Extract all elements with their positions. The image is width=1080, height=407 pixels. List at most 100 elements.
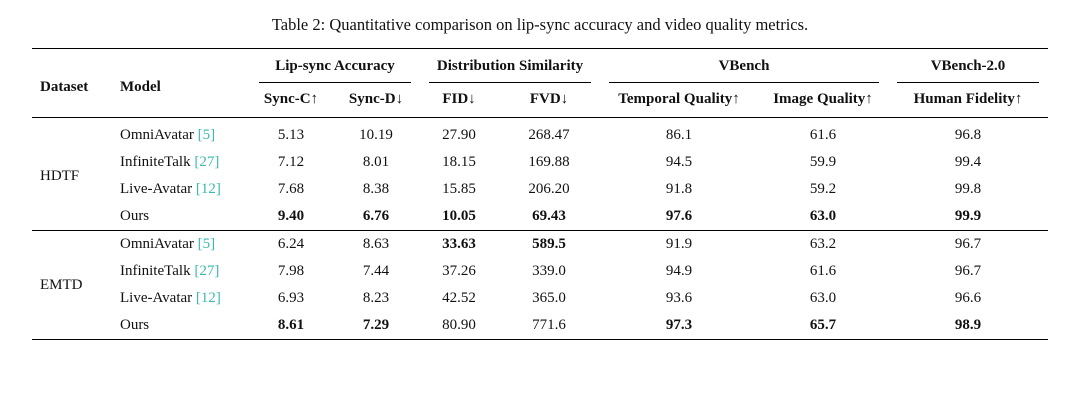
table-row: InfiniteTalk [27] 7.12 8.01 18.15 169.88 94.5…: [32, 149, 1048, 176]
value-cell: 771.6: [532, 317, 566, 333]
value-cell: 268.47: [528, 127, 570, 143]
value-cell: 65.7: [809, 317, 837, 333]
table-row: EMTD OmniAvatar [5] 6.24 8.63 33.63 589.5 91.9…: [31, 230, 1049, 340]
value-cell: 7.98: [277, 263, 305, 279]
col-header-dataset: Dataset: [31, 48, 112, 118]
value-cell: 33.63: [420, 230, 498, 258]
value-cell: 365.0: [532, 290, 566, 306]
value-cell: 86.1: [665, 127, 693, 143]
value-cell: 8.01: [362, 154, 390, 170]
value-cell: 7.44: [362, 263, 390, 279]
model-cell: InfiniteTalk [27]: [112, 258, 250, 285]
table-row: HDTF OmniAvatar [5] 5.13 10.19 27.90 268.47 86…: [32, 118, 1048, 184]
citation-link[interactable]: [5]: [197, 236, 216, 252]
value-cell: 97.3: [665, 317, 693, 333]
value-cell: 96.8: [954, 127, 982, 143]
model-cell: Ours: [112, 312, 250, 340]
model-name: OmniAvatar: [119, 127, 194, 143]
value-cell: 8.23: [362, 290, 390, 306]
model-cell: InfiniteTalk [27]: [112, 149, 250, 176]
value-cell: 7.68: [277, 181, 305, 197]
col-header-temporal-quality: Temporal Quality↑: [600, 83, 759, 118]
value-cell: 99.8: [954, 181, 982, 197]
value-cell: 96.6: [954, 290, 982, 306]
table-body: HDTF OmniAvatar [5] 5.13 10.19 27.90 268.47 86…: [31, 118, 1049, 340]
value-cell: 339.0: [532, 263, 566, 279]
value-cell: 8.63: [331, 230, 420, 258]
value-cell: 37.26: [442, 263, 476, 279]
model-name: OmniAvatar: [119, 236, 194, 252]
value-cell: 59.2: [809, 181, 837, 197]
value-cell: 589.5: [498, 230, 601, 258]
model-name: InfiniteTalk: [119, 263, 191, 279]
model-cell: Live-Avatar [12]: [112, 176, 250, 203]
value-cell: 6.76: [362, 208, 390, 224]
value-cell: 80.90: [442, 317, 476, 333]
model-name: Live-Avatar: [119, 290, 193, 306]
header-sub-row: Sync-C↑ Sync-D↓ FID↓ FVD↓ Temporal Quali…: [32, 83, 1049, 118]
col-header-image-quality: Image Quality↑: [758, 83, 889, 118]
col-header-fvd: FVD↓: [498, 83, 601, 118]
col-header-model: Model: [111, 48, 250, 118]
col-group-lipsync: Lip-sync Accuracy: [250, 49, 420, 83]
citation-link[interactable]: [27]: [194, 154, 220, 170]
value-cell: 5.13: [277, 127, 305, 143]
value-cell: 8.38: [362, 181, 390, 197]
value-cell: 15.85: [442, 181, 476, 197]
value-cell: 18.15: [442, 154, 476, 170]
value-cell: 6.93: [277, 290, 305, 306]
model-name: Ours: [119, 317, 150, 333]
value-cell: 96.7: [888, 230, 1049, 258]
value-cell: 98.9: [954, 317, 982, 333]
value-cell: 7.12: [277, 154, 305, 170]
value-cell: 96.7: [954, 263, 982, 279]
citation-link[interactable]: [5]: [197, 127, 216, 143]
dataset-cell: EMTD: [31, 230, 112, 340]
value-cell: 61.6: [809, 263, 837, 279]
value-cell: 169.88: [528, 154, 570, 170]
value-cell: 42.52: [442, 290, 476, 306]
table-row: Ours 8.61 7.29 80.90 771.6 97.3 65.7 98.9: [32, 312, 1048, 340]
header-group-row: Dataset Model Lip-sync Accuracy Distribu…: [31, 48, 1048, 118]
col-header-sync-c: Sync-C↑: [249, 83, 332, 118]
value-cell: 99.9: [954, 208, 982, 224]
model-cell: OmniAvatar [5]: [112, 118, 250, 150]
value-cell: 8.61: [277, 317, 305, 333]
value-cell: 97.6: [665, 208, 693, 224]
table-header: Dataset Model Lip-sync Accuracy Distribu…: [31, 48, 1049, 118]
col-header-sync-d: Sync-D↓: [331, 83, 420, 118]
value-cell: 7.29: [362, 317, 390, 333]
col-group-vbench: VBench: [600, 49, 888, 83]
value-cell: 63.2: [758, 230, 889, 258]
table-caption: Table 2: Quantitative comparison on lip-…: [271, 15, 809, 34]
table-row: Live-Avatar [12] 7.68 8.38 15.85 206.20 91.8 5…: [32, 176, 1048, 203]
col-header-human-fidelity: Human Fidelity↑: [888, 83, 1049, 118]
value-cell: 69.43: [532, 208, 566, 224]
value-cell: 91.9: [600, 230, 759, 258]
citation-link[interactable]: [27]: [194, 263, 220, 279]
value-cell: 10.19: [359, 127, 393, 143]
value-cell: 63.0: [809, 290, 837, 306]
value-cell: 206.20: [528, 181, 570, 197]
col-group-distribution-label: Distribution Similarity: [429, 58, 592, 83]
value-cell: 91.8: [665, 181, 693, 197]
citation-link[interactable]: [12]: [195, 290, 221, 306]
model-name: Live-Avatar: [119, 181, 193, 197]
col-group-vbench2: VBench-2.0: [888, 49, 1048, 83]
dataset-cell: HDTF: [39, 167, 80, 184]
model-cell: Live-Avatar [12]: [112, 285, 250, 312]
value-cell: 94.9: [665, 263, 693, 279]
value-cell: 61.6: [809, 127, 837, 143]
table-row: Ours 9.40 6.76 10.05 69.43 97.6 63.0 99.9: [32, 203, 1048, 231]
citation-link[interactable]: [12]: [195, 181, 221, 197]
col-group-vbench2-label: VBench-2.0: [897, 58, 1040, 83]
value-cell: 10.05: [442, 208, 476, 224]
value-cell: 99.4: [954, 154, 982, 170]
value-cell: 59.9: [809, 154, 837, 170]
results-table: Dataset Model Lip-sync Accuracy Distribu…: [31, 48, 1049, 340]
col-group-distribution: Distribution Similarity: [420, 49, 600, 83]
value-cell: 27.90: [442, 127, 476, 143]
value-cell: 93.6: [665, 290, 693, 306]
value-cell: 63.0: [809, 208, 837, 224]
